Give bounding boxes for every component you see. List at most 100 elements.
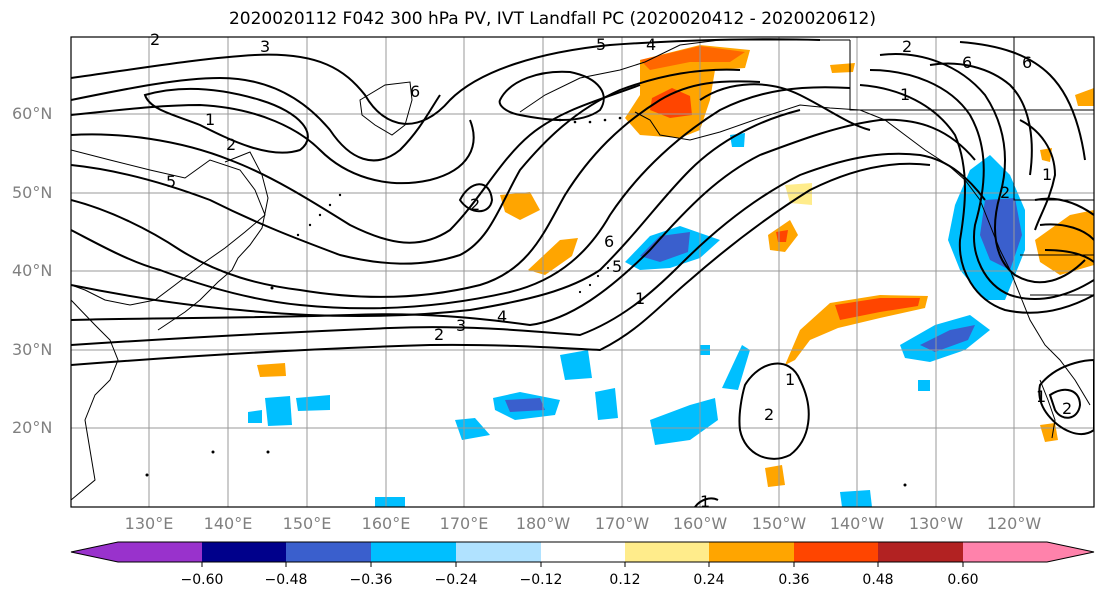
shade-pos-a — [500, 192, 540, 220]
contour-label: 4 — [646, 35, 656, 54]
map-frame — [70, 36, 1095, 508]
shade-band-strong — [835, 298, 920, 320]
lon-label: 160°E — [361, 514, 411, 533]
colorbar-tick-label: 0.36 — [778, 572, 810, 588]
contour-label: 2 — [470, 195, 480, 214]
contour-label: 6 — [1022, 53, 1032, 72]
shaded-anomalies — [248, 45, 1094, 507]
colorbar-tick-label: −0.60 — [180, 572, 224, 588]
contour-label: 1 — [1036, 387, 1046, 406]
shade-neg-h — [265, 396, 292, 426]
lat-label: 40°N — [12, 261, 53, 280]
shade-pos-b — [528, 238, 578, 275]
colorbar-tick-label: −0.24 — [434, 572, 478, 588]
contour-label: 5 — [166, 172, 176, 191]
contour-label: 5 — [612, 257, 622, 276]
colorbar-bin — [794, 542, 878, 562]
map-title: 2020020112 F042 300 hPa PV, IVT Landfall… — [228, 9, 876, 29]
colorbar-bin — [963, 542, 1047, 562]
shade-light-d — [785, 183, 812, 205]
shade-neg-c — [595, 388, 618, 420]
contour-label: 2 — [1062, 399, 1072, 418]
colorbar-bin — [625, 542, 709, 562]
colorbar-tick-label: 0.24 — [693, 572, 725, 588]
contour-label: 2 — [150, 30, 160, 49]
shade-canada-pos — [1040, 148, 1052, 162]
lon-label: 170°W — [594, 514, 650, 533]
colorbar-bin — [202, 542, 286, 562]
shade-neg-b-mid — [505, 398, 545, 412]
contour-labels: 2 3 1 2 5 6 2 5 4 6 5 1 4 3 2 1 6 6 2 1 … — [150, 30, 1072, 511]
lon-label: 170°E — [439, 514, 489, 533]
shade-wpac-pos — [257, 363, 286, 377]
shade-neg-160w-mid — [640, 232, 690, 262]
lat-label: 50°N — [12, 183, 53, 202]
graticule — [71, 37, 1094, 507]
island-chain — [145, 116, 907, 487]
colorbar-tick-label: 0.12 — [609, 572, 641, 588]
colorbar-extend-low — [71, 542, 118, 562]
colorbar-outline — [70, 541, 1095, 563]
contour-label: 3 — [260, 37, 270, 56]
colorbar-bin — [878, 542, 963, 562]
shade-neg-south2 — [375, 497, 405, 507]
lon-label: 130°E — [124, 514, 174, 533]
shade-band-150w — [785, 295, 928, 365]
contour-label: 2 — [434, 325, 444, 344]
colorbar-tick-label: −0.36 — [349, 572, 393, 588]
colorbar-bin — [541, 542, 625, 562]
contour-label: 6 — [604, 232, 614, 251]
contour-label: 6 — [410, 82, 420, 101]
shade-alaska-strong — [650, 88, 692, 118]
contour-label: 1 — [205, 110, 215, 129]
shade-neg-30n-mid — [920, 325, 975, 352]
contour-label: 1 — [1042, 165, 1052, 184]
contour-label: 5 — [596, 35, 606, 54]
contour-label: 2 — [1000, 183, 1010, 202]
lon-label: 130°W — [908, 514, 964, 533]
colorbar-extend-high — [1047, 542, 1094, 562]
contour-label: 1 — [700, 492, 710, 511]
shade-ca-pos — [1035, 210, 1094, 275]
contour-label: 1 — [635, 289, 645, 308]
shade-south-pos — [765, 465, 785, 487]
colorbar-tick-label: 0.48 — [862, 572, 894, 588]
shade-yukon-pos — [830, 63, 855, 73]
shade-strong-c — [776, 230, 788, 242]
shade-neg-d — [650, 398, 718, 445]
contour-label: 2 — [902, 37, 912, 56]
lon-label: 120°W — [986, 514, 1042, 533]
contour-label: 2 — [226, 135, 236, 154]
lat-label: 30°N — [12, 340, 53, 359]
colorbar-tick-label: −0.12 — [519, 572, 563, 588]
lon-label: 160°W — [672, 514, 728, 533]
map-content — [71, 37, 1094, 507]
shade-neg-a — [560, 350, 592, 380]
lon-label: 150°E — [282, 514, 332, 533]
lon-label: 140°E — [203, 514, 253, 533]
shade-neg-f — [296, 395, 330, 411]
colorbar-bin — [286, 542, 371, 562]
shade-neg-e — [722, 345, 750, 390]
lat-label: 20°N — [12, 418, 53, 437]
colorbar-bin — [371, 542, 456, 562]
contour-label: 2 — [764, 405, 774, 424]
lat-label: 60°N — [12, 104, 53, 123]
shade-neg-tiny2 — [918, 380, 930, 391]
colorbar-bin — [456, 542, 541, 562]
contour-label: 1 — [785, 370, 795, 389]
shade-alaska-top — [640, 46, 745, 70]
contour-label: 4 — [497, 307, 507, 326]
pv-contours — [71, 38, 1094, 507]
colorbar-tick-label: −0.48 — [264, 572, 308, 588]
shade-neg-south — [840, 490, 872, 507]
contour-label: 3 — [456, 316, 466, 335]
lon-label: 140°W — [829, 514, 885, 533]
lon-label: 180°W — [515, 514, 571, 533]
colorbar — [70, 541, 1095, 567]
colorbar-bin — [709, 542, 794, 562]
lon-label: 150°W — [751, 514, 807, 533]
contour-label: 6 — [962, 53, 972, 72]
contour-label: 1 — [900, 85, 910, 104]
